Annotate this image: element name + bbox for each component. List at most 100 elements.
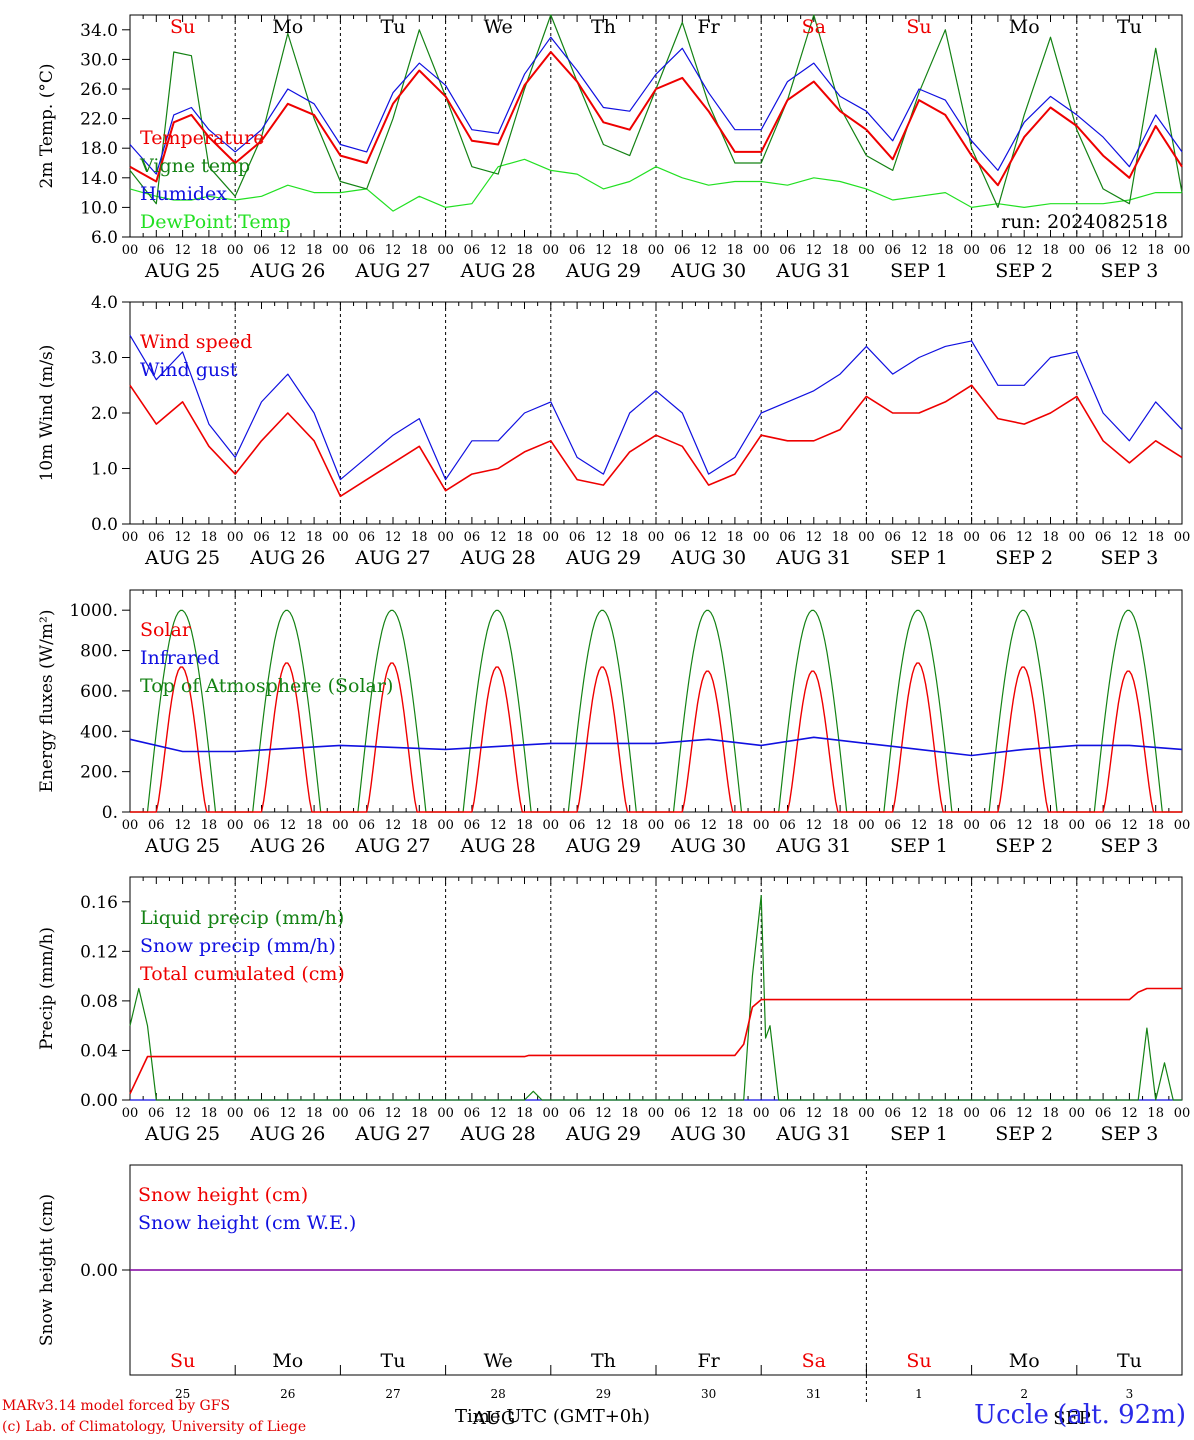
- y-tick-label: 0.00: [80, 1261, 118, 1281]
- hour-label: 18: [621, 243, 638, 258]
- hour-label: 00: [122, 243, 139, 258]
- hour-label: 18: [621, 1106, 638, 1121]
- hour-label: 00: [227, 818, 244, 833]
- y-tick-label: 30.0: [80, 50, 118, 70]
- hour-label: 18: [1147, 1106, 1164, 1121]
- hour-label: 06: [148, 1106, 165, 1121]
- hour-label: 06: [1095, 1106, 1112, 1121]
- date-label: SEP 2: [995, 1123, 1053, 1145]
- hour-label: 12: [806, 243, 823, 258]
- series-liquid-precip-mm-h-: [129, 894, 1182, 1101]
- weekday-label: Tu: [1117, 16, 1142, 38]
- hour-label: 00: [858, 818, 875, 833]
- hour-label: 12: [490, 818, 507, 833]
- hour-label: 00: [753, 243, 770, 258]
- hour-label: 00: [1174, 1106, 1191, 1121]
- hour-label: 00: [858, 530, 875, 545]
- y-axis-label: 10m Wind (m/s): [37, 345, 57, 482]
- date-label: AUG 26: [249, 835, 325, 857]
- date-label: AUG 27: [354, 1123, 430, 1145]
- hour-label: 00: [753, 530, 770, 545]
- hour-label: 12: [806, 530, 823, 545]
- series-wind-gust: [129, 334, 1183, 481]
- weekday-label: Sa: [802, 1350, 826, 1372]
- hour-label: 00: [227, 530, 244, 545]
- weekday-label: Tu: [1117, 1350, 1142, 1372]
- hour-label: 06: [253, 818, 270, 833]
- hour-label: 12: [700, 243, 717, 258]
- date-label: AUG 25: [144, 260, 220, 282]
- legend-2-0: Solar: [140, 619, 192, 641]
- y-tick-label: 0.08: [80, 992, 118, 1012]
- date-label: AUG 29: [565, 547, 641, 569]
- hour-label: 06: [990, 243, 1007, 258]
- date-label: AUG 25: [144, 1123, 220, 1145]
- y-tick-label: 600.: [80, 682, 118, 702]
- hour-label: 12: [1016, 530, 1033, 545]
- weekday-label: Mo: [1009, 1350, 1040, 1372]
- date-label: AUG 27: [354, 547, 430, 569]
- hour-label: 00: [963, 818, 980, 833]
- hour-label: 18: [832, 818, 849, 833]
- hour-label: 06: [464, 818, 481, 833]
- hour-label: 18: [937, 530, 954, 545]
- hour-label: 12: [490, 243, 507, 258]
- hour-label: 18: [727, 530, 744, 545]
- series-humidex: [129, 36, 1183, 175]
- hour-label: 06: [1095, 243, 1112, 258]
- date-label: AUG 26: [249, 260, 325, 282]
- date-label: AUG 31: [775, 835, 851, 857]
- y-tick-label: 18.0: [80, 139, 118, 159]
- series-temperature: [129, 51, 1183, 187]
- legend-3-0: Liquid precip (mm/h): [140, 907, 344, 929]
- y-tick-label: 1000.: [69, 601, 118, 621]
- hour-label: 12: [385, 818, 402, 833]
- hour-label: 12: [174, 530, 191, 545]
- date-label: SEP 2: [995, 835, 1053, 857]
- hour-label: 06: [569, 818, 586, 833]
- hour-label: 00: [963, 1106, 980, 1121]
- date-label: AUG 27: [354, 260, 430, 282]
- hour-label: 06: [358, 1106, 375, 1121]
- y-tick-label: 0.12: [80, 942, 118, 962]
- hour-label: 00: [1069, 243, 1086, 258]
- hour-label: 06: [779, 1106, 796, 1121]
- hour-label: 18: [411, 1106, 428, 1121]
- weekday-label: Su: [170, 16, 195, 38]
- date-label: AUG 26: [249, 1123, 325, 1145]
- hour-label: 00: [753, 1106, 770, 1121]
- hour-label: 18: [727, 1106, 744, 1121]
- weekday-label: Su: [170, 1350, 195, 1372]
- date-label: AUG 30: [670, 547, 746, 569]
- date-label: AUG 31: [775, 547, 851, 569]
- hour-label: 00: [543, 818, 560, 833]
- hour-label: 00: [332, 530, 349, 545]
- hour-label: 12: [1121, 243, 1138, 258]
- hour-label: 00: [332, 243, 349, 258]
- day-number-label: 29: [596, 1387, 611, 1401]
- hour-label: 06: [358, 243, 375, 258]
- hour-label: 00: [543, 1106, 560, 1121]
- hour-label: 18: [201, 818, 218, 833]
- date-label: AUG 26: [249, 547, 325, 569]
- hour-label: 12: [1016, 1106, 1033, 1121]
- hour-label: 18: [516, 243, 533, 258]
- weekday-label: Mo: [1009, 16, 1040, 38]
- hour-label: 06: [253, 1106, 270, 1121]
- y-tick-label: 1.0: [91, 460, 118, 480]
- hour-label: 12: [385, 243, 402, 258]
- hour-label: 06: [464, 243, 481, 258]
- weekday-label: Su: [906, 16, 931, 38]
- date-label: SEP 1: [890, 1123, 948, 1145]
- hour-label: 00: [963, 530, 980, 545]
- date-label: SEP 3: [1100, 260, 1158, 282]
- hour-label: 12: [700, 530, 717, 545]
- hour-label: 00: [1069, 1106, 1086, 1121]
- date-label: AUG 28: [460, 1123, 536, 1145]
- hour-label: 12: [490, 1106, 507, 1121]
- legend-4-0: Snow height (cm): [138, 1184, 308, 1206]
- weekday-label: Mo: [272, 1350, 303, 1372]
- day-number-label: 25: [175, 1387, 190, 1401]
- date-label: AUG 31: [775, 260, 851, 282]
- legend-3-1: Snow precip (mm/h): [140, 935, 336, 957]
